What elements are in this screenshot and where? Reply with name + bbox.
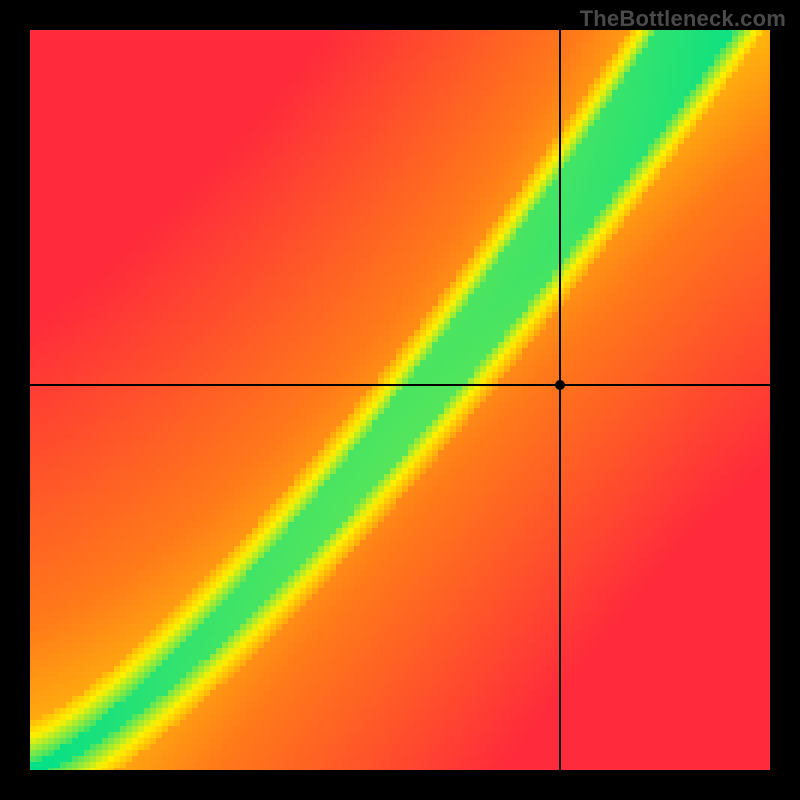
heatmap-canvas [30,30,770,770]
crosshair-vertical [559,30,561,770]
watermark-label: TheBottleneck.com [580,6,786,32]
crosshair-horizontal [30,384,770,386]
chart-container: TheBottleneck.com [0,0,800,800]
marker-dot [555,380,565,390]
